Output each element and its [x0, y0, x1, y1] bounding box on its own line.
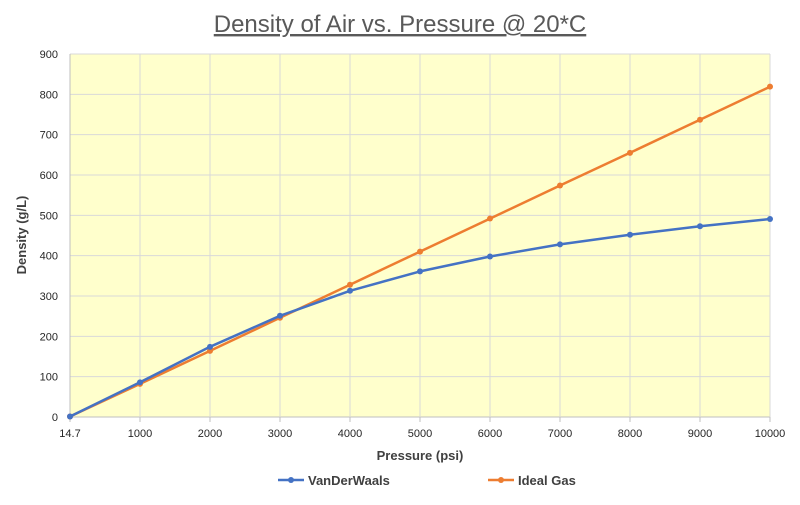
x-tick-label: 7000	[548, 428, 572, 440]
x-tick-label: 14.7	[59, 428, 80, 440]
data-point-ideal-gas	[417, 248, 423, 255]
y-tick-label: 800	[40, 89, 58, 101]
legend-marker-ideal-gas	[498, 477, 504, 483]
data-point-vanderwaals	[277, 312, 283, 319]
data-point-vanderwaals	[767, 215, 773, 222]
data-point-vanderwaals	[557, 241, 563, 248]
data-point-ideal-gas	[767, 83, 773, 90]
data-point-vanderwaals	[627, 231, 633, 238]
x-tick-label: 10000	[755, 428, 786, 440]
legend: VanDerWaals Ideal Gas	[278, 473, 576, 488]
x-axis-label: Pressure (psi)	[377, 448, 464, 463]
data-point-vanderwaals	[67, 413, 73, 420]
y-tick-label: 900	[40, 49, 58, 61]
x-tick-label: 3000	[268, 428, 292, 440]
legend-label-vanderwaals: VanDerWaals	[308, 473, 390, 488]
data-point-ideal-gas	[697, 116, 703, 123]
y-axis-label: Density (g/L)	[14, 196, 29, 275]
x-tick-label: 6000	[478, 428, 502, 440]
data-point-vanderwaals	[487, 253, 493, 260]
y-tick-label: 500	[40, 210, 58, 222]
x-tick-label: 9000	[688, 428, 712, 440]
data-point-ideal-gas	[557, 182, 563, 189]
y-tick-label: 300	[40, 291, 58, 303]
data-point-ideal-gas	[487, 215, 493, 222]
x-tick-label: 1000	[128, 428, 152, 440]
y-tick-label: 600	[40, 170, 58, 182]
x-tick-label: 2000	[198, 428, 222, 440]
data-point-vanderwaals	[417, 268, 423, 275]
y-tick-label: 200	[40, 331, 58, 343]
x-tick-label: 4000	[338, 428, 362, 440]
data-point-ideal-gas	[347, 281, 353, 288]
data-point-vanderwaals	[697, 223, 703, 230]
chart-title: Density of Air vs. Pressure @ 20*C	[214, 11, 587, 38]
x-tick-label: 8000	[618, 428, 642, 440]
legend-marker-vanderwaals	[288, 477, 294, 483]
x-tick-label: 5000	[408, 428, 432, 440]
data-point-vanderwaals	[207, 343, 213, 350]
data-point-ideal-gas	[627, 149, 633, 156]
y-tick-label: 0	[52, 412, 58, 424]
y-tick-label: 400	[40, 251, 58, 263]
data-point-vanderwaals	[347, 287, 353, 294]
plot-area: 0 100 200 300 400 500 600 700 800 900 14.7 1000 2000…	[40, 49, 786, 440]
y-tick-label: 700	[40, 130, 58, 142]
data-point-vanderwaals	[137, 379, 143, 386]
legend-label-ideal-gas: Ideal Gas	[518, 473, 576, 488]
y-tick-label: 100	[40, 372, 58, 384]
